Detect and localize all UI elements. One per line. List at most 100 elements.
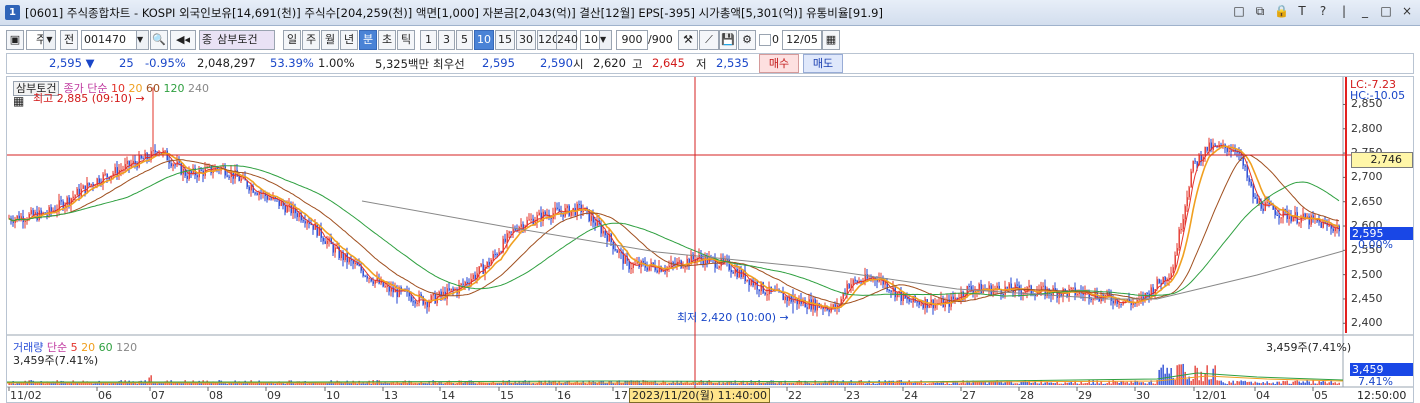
candle-body (134, 160, 136, 164)
candle-body (786, 296, 788, 301)
candle-body (360, 265, 362, 271)
volume-bar (596, 383, 598, 385)
candle-body (658, 266, 660, 273)
candle-body (64, 204, 66, 209)
interval-240[interactable]: 240 (556, 30, 578, 50)
restore-icon[interactable]: ⧉ (1255, 4, 1265, 18)
period-day[interactable]: 일 (283, 30, 301, 50)
calendar-icon[interactable]: ▦ (822, 30, 840, 50)
period-year[interactable]: 년 (340, 30, 358, 50)
candle-body (556, 207, 558, 209)
layout-icon[interactable]: ▣ (6, 30, 24, 50)
volume-bar (1106, 383, 1108, 385)
lock-icon[interactable]: 🔒 (1274, 4, 1289, 18)
candle-body (810, 299, 812, 310)
candle-body (284, 205, 286, 213)
candle-body (702, 258, 704, 265)
save-icon[interactable]: 💾 (719, 30, 737, 50)
interval-5[interactable]: 5 (456, 30, 473, 50)
volume-bar (918, 382, 920, 385)
candle-body (232, 171, 234, 179)
period-month[interactable]: 월 (321, 30, 339, 50)
period-week[interactable]: 주 (302, 30, 320, 50)
help-icon[interactable]: ? (1319, 4, 1327, 18)
minimize-button[interactable]: _ (1362, 4, 1368, 18)
candle-body (806, 307, 808, 309)
interval-10[interactable]: 10 (474, 30, 494, 50)
search-icon[interactable]: 🔍 (150, 30, 168, 50)
interval-15[interactable]: 15 (495, 30, 515, 50)
candle-body (498, 252, 500, 256)
period-second[interactable]: 초 (378, 30, 396, 50)
speaker-icon[interactable]: ◀◂ (170, 30, 196, 50)
link-icon[interactable]: □ (1233, 4, 1245, 18)
ma-line-10 (8, 145, 1340, 310)
market-select[interactable]: 주 ▼ (26, 30, 56, 50)
candle-body (76, 188, 78, 196)
checkbox-label: 0 (772, 33, 779, 46)
volume-bar (1156, 380, 1158, 385)
candle-body (466, 281, 468, 284)
period-minute[interactable]: 분 (359, 30, 377, 50)
chart-canvas[interactable] (7, 77, 1413, 402)
volume-value-right: 3,459주(7.41%) (1266, 341, 1352, 354)
stock-code-input[interactable]: 001470 ▼ (81, 30, 149, 50)
volume-bar (152, 382, 154, 385)
volume-bar (594, 382, 596, 385)
candle-body (174, 164, 176, 166)
volume-bar (382, 383, 384, 385)
chart-panel[interactable]: 삼부토건 종가 단순 10 20 60 120 240 ▦ 최고 2,885 (0… (6, 76, 1414, 403)
date-input[interactable]: 12/05 (782, 30, 822, 50)
volume-bar (78, 383, 80, 385)
interval-30[interactable]: 30 (516, 30, 536, 50)
chart-settings-icon[interactable]: ⚒ (678, 30, 698, 50)
volume-bar (422, 382, 424, 385)
candle-body (350, 258, 352, 261)
font-icon[interactable]: T (1298, 4, 1306, 18)
draw-line-icon[interactable]: ⟋ (699, 30, 719, 50)
candle-body (474, 274, 476, 279)
volume-bar (226, 383, 228, 385)
count-input[interactable]: 900 (616, 30, 648, 50)
candle-body (526, 220, 528, 226)
close-button[interactable]: × (1401, 4, 1413, 18)
volume-bar (1232, 380, 1234, 385)
volume-bar (982, 381, 984, 385)
buy-button[interactable]: 매수 (759, 54, 799, 73)
volume-bar (186, 382, 188, 385)
checkbox[interactable] (759, 34, 771, 46)
candle-body (652, 262, 654, 266)
volume-bar (802, 383, 804, 385)
candle-body (704, 256, 706, 265)
interval-select[interactable]: 10 ▼ (580, 30, 612, 50)
maximize-button[interactable]: □ (1380, 4, 1392, 18)
volume-bar (1082, 383, 1084, 385)
gear-icon[interactable]: ⚙ (738, 30, 756, 50)
x-tick-label: 22 (788, 389, 802, 402)
candle-body (846, 284, 848, 294)
candle-body (752, 280, 754, 286)
volume-bar (1088, 380, 1090, 385)
range-button[interactable]: 전 (60, 30, 78, 50)
volume-bar (1096, 380, 1098, 385)
volume-bar (992, 380, 994, 385)
candle-body (578, 204, 580, 206)
table-icon[interactable]: ▦ (13, 94, 25, 108)
candle-body (50, 207, 52, 212)
chart-tab[interactable]: 삼부토건 (13, 81, 60, 96)
volume-bar (746, 382, 748, 385)
sell-button[interactable]: 매도 (803, 54, 843, 73)
down-arrow-icon: ▼ (85, 56, 95, 70)
candle-body (114, 167, 116, 174)
candle-body (856, 280, 858, 283)
candle-body (1198, 155, 1200, 166)
volume-bar (1272, 382, 1274, 385)
volume-bar (762, 382, 764, 385)
interval-120[interactable]: 120 (537, 30, 559, 50)
volume-bar (204, 382, 206, 385)
volume-bar (1146, 383, 1148, 385)
interval-3[interactable]: 3 (438, 30, 455, 50)
interval-1[interactable]: 1 (420, 30, 437, 50)
candle-body (728, 259, 730, 270)
period-tick[interactable]: 틱 (397, 30, 415, 50)
